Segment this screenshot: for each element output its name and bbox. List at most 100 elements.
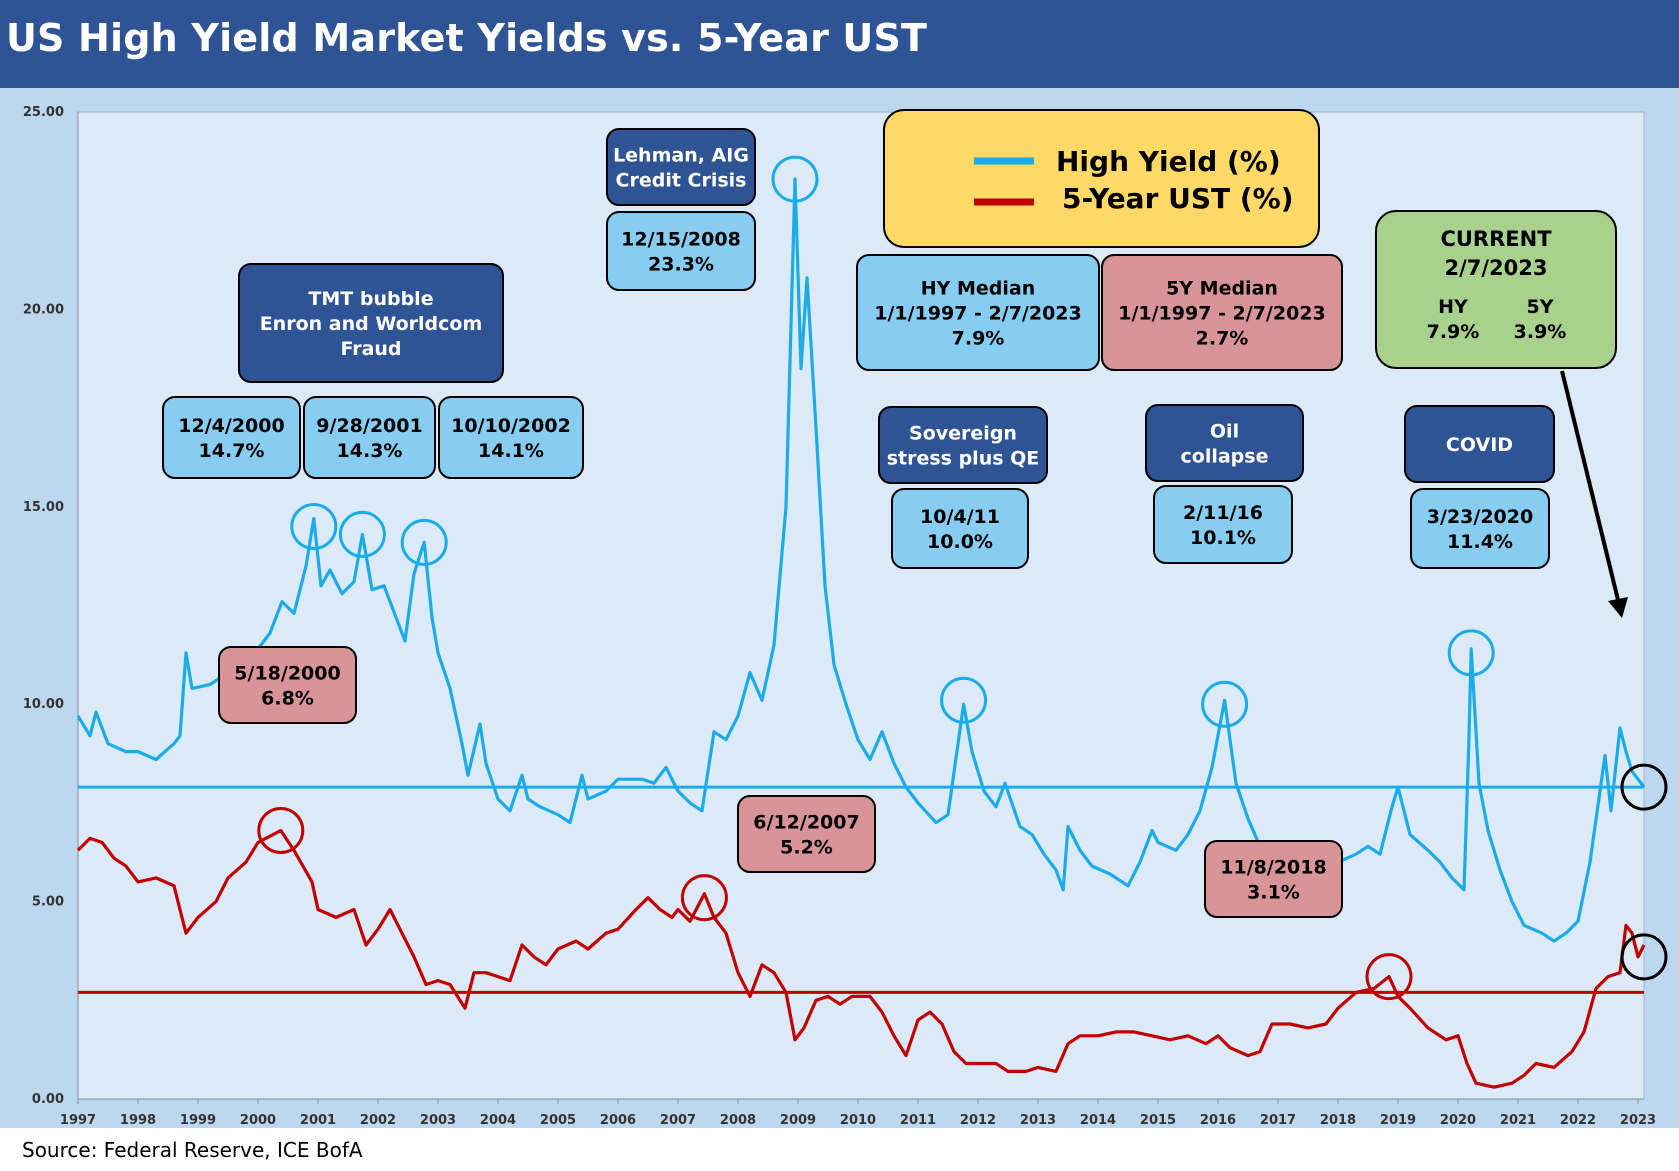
x-tick-label: 2020 (1440, 1113, 1476, 1128)
x-tick-label: 2021 (1500, 1113, 1536, 1128)
event-box-2000-peak: 12/4/2000 14.7% (162, 396, 301, 479)
x-tick-label: 2004 (480, 1113, 516, 1128)
event-box-2007-ust-line: 6/12/2007 (753, 812, 859, 834)
event-box-2007-ust-bg (737, 795, 876, 873)
event-box-2002-peak: 10/10/2002 14.1% (438, 396, 584, 479)
event-box-lehman: Lehman, AIG Credit Crisis (606, 128, 756, 206)
event-box-tmt-line: Fraud (340, 338, 401, 360)
chart-panel: 0.00 5.00 10.00 15.00 20.00 25.00 1997 1998 1999… (0, 88, 1679, 1128)
peak-circle (1447, 629, 1495, 677)
x-tick-label: 2016 (1200, 1113, 1236, 1128)
ust-median-box-line: 5Y Median (1166, 278, 1278, 300)
event-box-covid: COVID (1404, 405, 1555, 483)
event-box-2020-peak-line: 3/23/2020 (1427, 506, 1533, 528)
event-box-2016-peak-line: 10.1% (1190, 527, 1256, 549)
hy-median-box-line: 1/1/1997 - 2/7/2023 (874, 303, 1082, 325)
event-box-2007-ust: 6/12/2007 5.2% (737, 795, 876, 873)
event-box-2008-peak-line: 23.3% (648, 254, 714, 276)
hy-median-box-line: HY Median (921, 278, 1036, 300)
event-box-oil-line: Oil (1210, 421, 1239, 443)
x-tick-label: 1999 (180, 1113, 216, 1128)
x-tick-label: 2005 (540, 1113, 576, 1128)
event-box-2008-peak-bg (606, 211, 756, 291)
hy-median-box-line: 7.9% (952, 328, 1005, 350)
peak-circle (680, 874, 728, 922)
event-box-2002-peak-bg (438, 396, 584, 479)
event-box-tmt: TMT bubble Enron and Worldcom Fraud (238, 263, 504, 383)
current-title: CURRENT (1440, 227, 1552, 251)
legend: High Yield (%) 5-Year UST (%) (883, 109, 1320, 248)
event-box-tmt-line: TMT bubble (308, 288, 433, 310)
current-circle (1620, 763, 1668, 811)
current-box: CURRENT 2/7/2023 HY 5Y 7.9% 3.9% (1375, 210, 1617, 369)
chart: 0.00 5.00 10.00 15.00 20.00 25.00 1997 1998 1999… (23, 105, 1668, 1128)
event-box-2011-peak-line: 10/4/11 (920, 506, 1000, 528)
x-tick-label: 2012 (960, 1113, 996, 1128)
event-box-2018-ust: 11/8/2018 3.1% (1204, 840, 1343, 918)
event-box-lehman-line: Lehman, AIG (613, 145, 749, 167)
event-box-sovereign-bg (878, 406, 1048, 484)
event-box-2011-peak-line: 10.0% (927, 531, 993, 553)
current-arrow-head (1608, 597, 1628, 618)
event-box-tmt-bg (238, 263, 504, 383)
peak-circle (338, 510, 386, 558)
y-tick-label: 0.00 (32, 1092, 64, 1107)
x-tick-label: 1997 (60, 1113, 96, 1128)
event-box-2018-ust-bg (1204, 840, 1343, 918)
ust-median-box-bg (1101, 254, 1343, 371)
event-box-2002-peak-line: 14.1% (478, 440, 544, 462)
source-note: Source: Federal Reserve, ICE BofA (22, 1138, 363, 1162)
legend-label-hy: High Yield (%) (1056, 145, 1281, 178)
x-tick-label: 2014 (1080, 1113, 1116, 1128)
event-box-2002-peak-line: 10/10/2002 (451, 415, 571, 437)
event-box-2020-peak: 3/23/2020 11.4% (1410, 488, 1550, 569)
x-tick-label: 2002 (360, 1113, 396, 1128)
x-tick-label: 2022 (1560, 1113, 1596, 1128)
current-ust-label: 5Y (1527, 296, 1554, 318)
y-tick-label: 5.00 (32, 895, 64, 910)
x-tick-label: 2008 (720, 1113, 756, 1128)
x-tick-label: 2019 (1380, 1113, 1416, 1128)
event-box-2007-ust-line: 5.2% (780, 837, 833, 859)
legend-label-ust: 5-Year UST (%) (1062, 182, 1294, 215)
event-box-2001-peak-bg (303, 396, 436, 479)
x-tick-label: 2013 (1020, 1113, 1056, 1128)
event-box-2001-peak: 9/28/2001 14.3% (303, 396, 436, 479)
peak-circle (940, 676, 988, 724)
event-box-lehman-bg (606, 128, 756, 206)
x-tick-label: 2010 (840, 1113, 876, 1128)
peak-circle (290, 503, 338, 551)
event-box-covid-bg (1404, 405, 1555, 483)
event-box-sovereign: Sovereign stress plus QE (878, 406, 1048, 484)
event-box-2000-ust-bg (218, 646, 357, 724)
event-box-2016-peak: 2/11/16 10.1% (1153, 485, 1293, 564)
hy-median-box: HY Median 1/1/1997 - 2/7/2023 7.9% (856, 254, 1100, 371)
event-box-2000-peak-bg (162, 396, 301, 479)
current-hy-label: HY (1438, 296, 1468, 318)
y-tick-label: 20.00 (23, 302, 64, 317)
y-tick-label: 25.00 (23, 105, 64, 120)
event-box-2016-peak-line: 2/11/16 (1183, 502, 1263, 524)
ust-median-box-line: 1/1/1997 - 2/7/2023 (1118, 303, 1326, 325)
event-box-2000-peak-line: 14.7% (199, 440, 265, 462)
event-box-2020-peak-line: 11.4% (1447, 531, 1513, 553)
x-tick-label: 2006 (600, 1113, 636, 1128)
event-box-2001-peak-line: 9/28/2001 (316, 415, 422, 437)
hy-median-box-bg (856, 254, 1100, 371)
x-tick-label: 2015 (1140, 1113, 1176, 1128)
x-tick-label: 2007 (660, 1113, 696, 1128)
legend-bg (883, 109, 1320, 248)
y-tick-label: 15.00 (23, 500, 64, 515)
event-box-tmt-line: Enron and Worldcom (260, 313, 483, 335)
event-box-lehman-line: Credit Crisis (616, 170, 747, 192)
x-tick-label: 2003 (420, 1113, 456, 1128)
hy-series-line (76, 177, 1646, 943)
current-date: 2/7/2023 (1444, 256, 1547, 280)
event-box-2001-peak-line: 14.3% (337, 440, 403, 462)
y-tick-label: 10.00 (23, 697, 64, 712)
event-box-2000-peak-line: 12/4/2000 (178, 415, 284, 437)
current-box-bg (1375, 210, 1617, 369)
event-box-2008-peak: 12/15/2008 23.3% (606, 211, 756, 291)
event-box-2018-ust-line: 3.1% (1247, 882, 1300, 904)
x-tick-label: 2018 (1320, 1113, 1356, 1128)
